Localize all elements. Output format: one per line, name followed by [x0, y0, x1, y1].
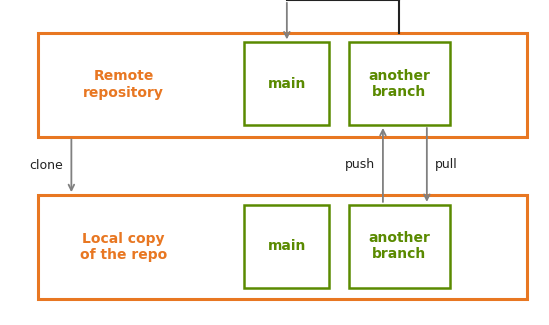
Bar — [38, 32, 527, 136]
Bar — [349, 205, 450, 288]
Bar — [38, 195, 527, 299]
Text: main: main — [268, 77, 306, 91]
Text: Remote
repository: Remote repository — [83, 70, 164, 99]
Text: another
branch: another branch — [368, 231, 430, 261]
Text: push: push — [345, 159, 374, 172]
Text: Local copy
of the repo: Local copy of the repo — [80, 232, 167, 262]
Text: another
branch: another branch — [368, 69, 430, 99]
Bar — [244, 42, 329, 125]
Bar — [244, 205, 329, 288]
Text: clone: clone — [30, 159, 63, 172]
Text: main: main — [268, 239, 306, 253]
Bar — [349, 42, 450, 125]
Text: pull: pull — [435, 159, 458, 172]
